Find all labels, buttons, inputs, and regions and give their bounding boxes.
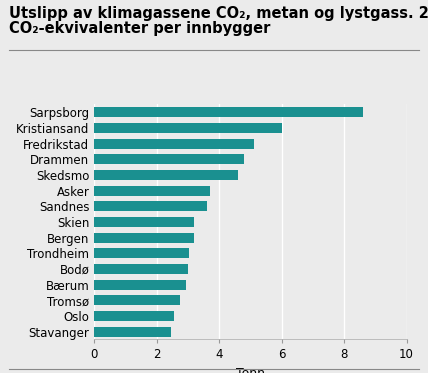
Bar: [94, 295, 180, 305]
Bar: [94, 107, 363, 117]
Bar: [94, 248, 190, 258]
Bar: [94, 264, 188, 274]
Bar: [94, 170, 238, 180]
Bar: [94, 185, 210, 196]
Bar: [94, 279, 186, 290]
Bar: [94, 311, 174, 321]
Bar: [94, 217, 194, 227]
Text: CO₂-ekvivalenter per innbygger: CO₂-ekvivalenter per innbygger: [9, 21, 270, 35]
Bar: [94, 326, 171, 337]
Bar: [94, 123, 282, 133]
Bar: [94, 232, 194, 243]
X-axis label: Tonn: Tonn: [236, 367, 265, 373]
Bar: [94, 201, 207, 211]
Bar: [94, 138, 253, 149]
Bar: [94, 154, 244, 164]
Text: Utslipp av klimagassene CO₂, metan og lystgass. 2004. Tonn: Utslipp av klimagassene CO₂, metan og ly…: [9, 6, 428, 21]
